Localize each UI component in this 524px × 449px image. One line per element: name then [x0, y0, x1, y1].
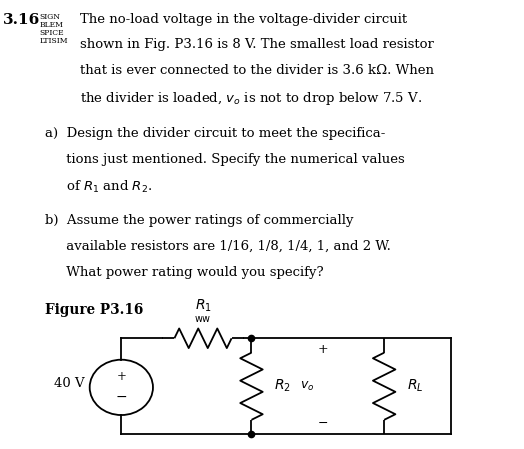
- Text: $R_1$: $R_1$: [194, 297, 211, 314]
- Text: that is ever connected to the divider is 3.6 kΩ. When: that is ever connected to the divider is…: [81, 64, 434, 77]
- Text: 40 V: 40 V: [54, 377, 84, 390]
- Text: b)  Assume the power ratings of commercially: b) Assume the power ratings of commercia…: [45, 214, 353, 227]
- Text: The no-load voltage in the voltage-divider circuit: The no-load voltage in the voltage-divid…: [81, 13, 408, 26]
- Text: $R_2$: $R_2$: [275, 378, 291, 395]
- Text: of $R_1$ and $R_2$.: of $R_1$ and $R_2$.: [45, 179, 152, 195]
- Text: $v_o$: $v_o$: [300, 380, 315, 393]
- Text: SPICE: SPICE: [40, 29, 64, 37]
- Text: +: +: [116, 370, 126, 383]
- Text: SIGN: SIGN: [40, 13, 61, 21]
- Text: the divider is loaded, $v_o$ is not to drop below 7.5 V.: the divider is loaded, $v_o$ is not to d…: [81, 90, 423, 107]
- Text: What power rating would you specify?: What power rating would you specify?: [45, 265, 323, 278]
- Text: BLEM: BLEM: [40, 21, 63, 29]
- Text: available resistors are 1/16, 1/8, 1/4, 1, and 2 W.: available resistors are 1/16, 1/8, 1/4, …: [45, 240, 391, 253]
- Text: tions just mentioned. Specify the numerical values: tions just mentioned. Specify the numeri…: [45, 153, 405, 166]
- Text: $R_L$: $R_L$: [407, 378, 423, 395]
- Text: +: +: [318, 343, 328, 356]
- Text: Figure P3.16: Figure P3.16: [45, 303, 143, 317]
- Text: shown in Fig. P3.16 is 8 V. The smallest load resistor: shown in Fig. P3.16 is 8 V. The smallest…: [81, 39, 434, 52]
- Text: LTISIM: LTISIM: [40, 37, 68, 44]
- Text: −: −: [115, 390, 127, 404]
- Text: a)  Design the divider circuit to meet the specifica-: a) Design the divider circuit to meet th…: [45, 127, 385, 140]
- Text: 3.16: 3.16: [4, 13, 41, 26]
- Text: −: −: [318, 417, 328, 430]
- Text: ww: ww: [195, 314, 211, 324]
